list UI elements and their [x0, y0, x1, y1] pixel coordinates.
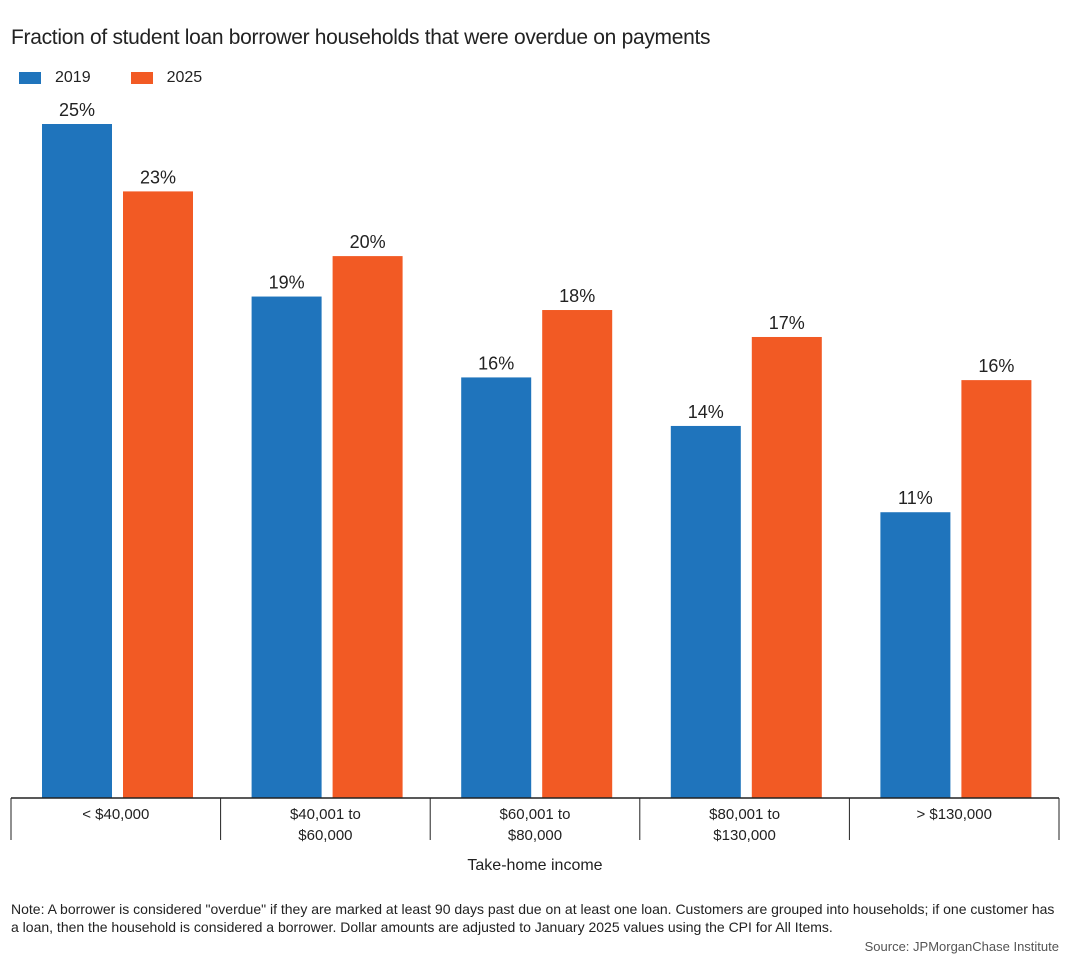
data-label-2019: 11% [898, 488, 933, 508]
bar-2019 [461, 377, 532, 798]
x-tick-label: $130,000 [713, 827, 776, 844]
data-label-2019: 25% [59, 100, 95, 120]
x-tick-label: $80,000 [508, 827, 562, 844]
legend-swatch-2019 [19, 72, 41, 84]
bar-2019 [670, 425, 741, 798]
bar-2025 [332, 256, 403, 798]
bar-2025 [961, 380, 1032, 798]
data-label-2025: 17% [769, 313, 805, 333]
bar-2025 [542, 310, 613, 798]
data-label-2025: 23% [140, 167, 176, 187]
legend-swatch-2025 [130, 72, 153, 84]
x-tick-label: > $130,000 [916, 806, 992, 823]
x-tick-label: $80,001 to [709, 806, 780, 823]
x-tick-label: $40,001 to [290, 806, 361, 823]
data-label-2025: 16% [978, 356, 1014, 376]
bar-2019 [42, 124, 112, 798]
chart-title: Fraction of student loan borrower househ… [11, 26, 711, 49]
legend-item-2019: 2019 [19, 69, 91, 87]
bar-2019 [880, 512, 951, 798]
x-axis-label: Take-home income [467, 857, 603, 874]
legend-label-2019: 2019 [55, 69, 91, 86]
x-tick-label: $60,000 [298, 827, 352, 844]
x-tick-label: < $40,000 [82, 806, 149, 823]
data-label-2019: 16% [478, 353, 514, 373]
bar-2019 [251, 296, 322, 798]
note: Note: A borrower is considered "overdue"… [11, 901, 1055, 935]
data-label-2019: 19% [269, 273, 305, 293]
legend-label-2025: 2025 [166, 69, 203, 86]
bar-2025 [751, 336, 822, 798]
bar-2025 [123, 191, 193, 798]
legend-item-2025: 2025 [130, 69, 203, 87]
x-tick-label: $60,001 to [500, 806, 571, 823]
data-label-2025: 20% [350, 232, 386, 252]
data-label-2025: 18% [559, 286, 595, 306]
source: Source: JPMorganChase Institute [864, 939, 1059, 954]
data-label-2019: 14% [688, 402, 724, 422]
legend: 2019 2025 [19, 69, 202, 87]
